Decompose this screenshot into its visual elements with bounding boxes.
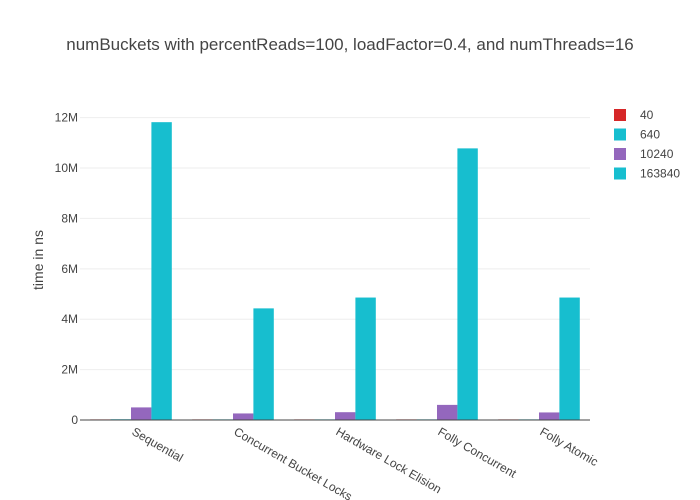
legend-swatch[interactable] bbox=[614, 148, 626, 160]
x-axis-ticks: Sequential Concurrent Bucket LocksHardwar… bbox=[130, 424, 601, 500]
bar-163840-3[interactable] bbox=[457, 148, 478, 420]
x-tick-label: Hardware Lock Elision bbox=[334, 424, 444, 496]
bar-10240-4[interactable] bbox=[539, 412, 560, 420]
y-tick-label: 8M bbox=[61, 211, 78, 225]
legend-label[interactable]: 40 bbox=[640, 108, 654, 122]
legend-swatch[interactable] bbox=[614, 128, 626, 141]
y-tick-label: 6M bbox=[61, 262, 78, 276]
legend-label[interactable]: 640 bbox=[640, 128, 660, 142]
bar-163840-1[interactable] bbox=[253, 308, 274, 420]
x-tick-label: Sequential bbox=[130, 424, 186, 464]
y-axis-ticks: 0 2M 4M 6M 8M 10M 12M bbox=[55, 111, 79, 427]
legend: 40 640 10240 163840 bbox=[614, 108, 680, 181]
bar-10240-2[interactable] bbox=[335, 412, 356, 420]
bar-163840-0[interactable] bbox=[151, 122, 172, 421]
bar-163840-2[interactable] bbox=[355, 297, 376, 420]
y-tick-label: 12M bbox=[55, 111, 78, 125]
legend-label[interactable]: 163840 bbox=[640, 167, 680, 181]
bar-10240-3[interactable] bbox=[437, 404, 458, 420]
chart-title: numBuckets with percentReads=100, loadFa… bbox=[66, 35, 633, 54]
x-tick-label: Folly Concurrent bbox=[436, 424, 520, 480]
bar-163840-4[interactable] bbox=[559, 297, 580, 420]
y-tick-label: 10M bbox=[55, 161, 78, 175]
bar-10240-0[interactable] bbox=[131, 407, 152, 420]
y-tick-label: 2M bbox=[61, 363, 78, 377]
y-axis-label: time in ns bbox=[30, 230, 46, 290]
y-tick-label: 0 bbox=[71, 413, 78, 427]
x-tick-label: Folly Atomic bbox=[538, 424, 601, 468]
legend-swatch[interactable] bbox=[614, 109, 626, 121]
legend-label[interactable]: 10240 bbox=[640, 147, 674, 161]
bars bbox=[90, 122, 580, 421]
bar-10240-1[interactable] bbox=[233, 413, 254, 420]
legend-swatch[interactable] bbox=[614, 167, 626, 180]
y-tick-label: 4M bbox=[61, 312, 78, 326]
